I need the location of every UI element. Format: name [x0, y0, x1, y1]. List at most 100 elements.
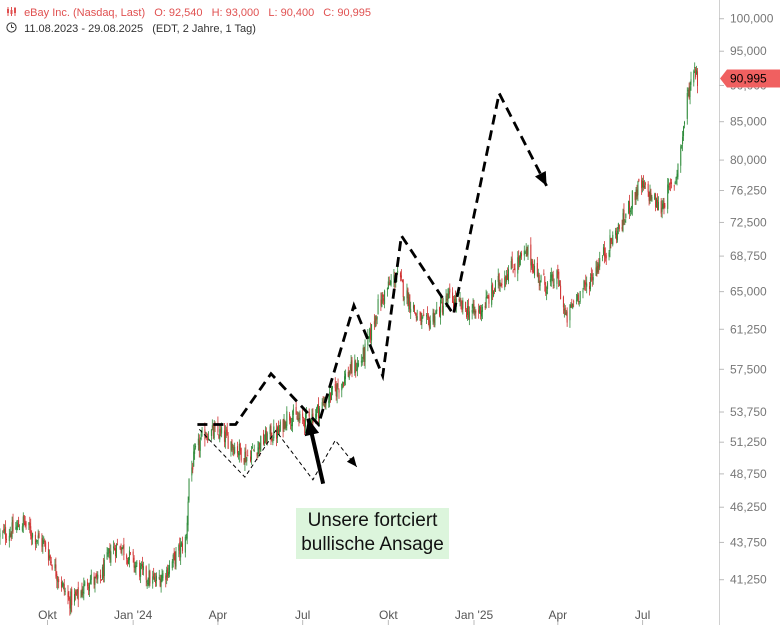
- candle-body: [217, 423, 219, 433]
- candle-body: [397, 270, 399, 273]
- candle-body: [667, 184, 669, 209]
- candle-body: [93, 576, 95, 585]
- candle-body: [663, 201, 665, 208]
- x-tick-label: Jul: [295, 608, 310, 622]
- candle-body: [538, 274, 540, 283]
- candle-body: [351, 360, 353, 374]
- candle-body: [453, 298, 455, 307]
- candle-body: [298, 417, 300, 420]
- y-tick-label: 43,750: [730, 535, 767, 549]
- candle-body: [642, 181, 644, 188]
- candle-body: [198, 439, 200, 451]
- x-tick-label: Okt: [379, 608, 398, 622]
- candle-body: [643, 185, 645, 188]
- candle-body: [536, 262, 538, 277]
- candle-body: [318, 408, 320, 420]
- candle-body: [276, 428, 278, 439]
- candle-body: [172, 554, 174, 564]
- candle-body: [97, 574, 99, 579]
- candle-body: [5, 526, 7, 539]
- candle-body: [559, 284, 561, 286]
- candle-body: [159, 577, 161, 587]
- y-tick-label: 80,000: [730, 153, 767, 167]
- x-tick-label: Apr: [548, 608, 567, 622]
- candle-body: [155, 580, 157, 584]
- candle-body: [680, 146, 682, 166]
- candle-body: [449, 288, 451, 293]
- candle-body: [415, 314, 417, 319]
- candle-body: [145, 566, 147, 580]
- candle-body: [269, 426, 271, 435]
- candle-body: [560, 285, 562, 300]
- y-tick-label: 51,250: [730, 435, 767, 449]
- candle-body: [461, 300, 463, 311]
- candle-body: [68, 597, 70, 599]
- candle-body: [589, 277, 591, 290]
- candle-body: [625, 213, 627, 219]
- candle-body: [628, 201, 630, 213]
- candle-body: [670, 182, 672, 185]
- candle-body: [283, 418, 285, 429]
- candle-body: [656, 199, 658, 210]
- candle-body: [87, 587, 89, 589]
- candle-body: [497, 275, 499, 282]
- candle-body: [592, 277, 594, 281]
- candle-body: [244, 451, 246, 466]
- instrument-name: eBay Inc. (Nasdaq, Last): [24, 7, 146, 19]
- candle-body: [221, 427, 223, 434]
- candle-body: [664, 205, 666, 207]
- y-tick-label: 53,750: [730, 405, 767, 419]
- candle-body: [683, 126, 685, 137]
- candle-body: [670, 182, 672, 184]
- candle-body: [358, 363, 360, 366]
- candle-body: [423, 314, 425, 316]
- candle-body: [638, 178, 640, 182]
- candle-body: [422, 316, 424, 318]
- candle-body: [546, 291, 548, 294]
- candle-body: [409, 294, 411, 310]
- candle-body: [15, 527, 17, 530]
- candle-body: [109, 550, 111, 560]
- candle-body: [50, 561, 52, 563]
- candle-body: [272, 440, 274, 443]
- candle-body: [544, 276, 546, 285]
- candle-body: [369, 328, 371, 339]
- candle-body: [534, 265, 536, 276]
- candle-body: [408, 297, 410, 310]
- candle-body: [552, 274, 554, 284]
- candle-body: [271, 438, 273, 440]
- candle-body: [364, 343, 366, 362]
- candle-body: [439, 307, 441, 316]
- candle-body: [149, 571, 151, 584]
- candle-body: [687, 89, 689, 92]
- candle-body: [36, 540, 38, 542]
- candle-body: [277, 425, 279, 434]
- candle-body: [355, 362, 357, 373]
- candle-body: [187, 501, 189, 526]
- candle-body: [338, 390, 340, 393]
- candlestick-icon: [7, 7, 16, 16]
- candle-body: [329, 391, 331, 402]
- candle-body: [135, 565, 137, 569]
- candle-body: [590, 274, 592, 276]
- candle-body: [478, 309, 480, 313]
- candle-body: [612, 234, 614, 245]
- candle-body: [148, 570, 150, 586]
- candle-body: [69, 599, 71, 609]
- candle-body: [194, 448, 196, 454]
- candle-body: [573, 301, 575, 303]
- annotation-arrowhead: [304, 418, 320, 437]
- candle-body: [220, 430, 222, 432]
- candle-body: [168, 571, 170, 576]
- candle-body: [579, 291, 581, 302]
- open-value: O: 92,540: [154, 7, 203, 19]
- candle-body: [493, 289, 495, 291]
- candle-body: [114, 548, 116, 556]
- candle-body: [526, 249, 528, 257]
- candle-body: [557, 271, 559, 275]
- candle-body: [400, 275, 402, 278]
- candle-body: [511, 258, 513, 269]
- candle-body: [225, 430, 227, 432]
- candle-body: [230, 442, 232, 451]
- candle-body: [231, 439, 233, 448]
